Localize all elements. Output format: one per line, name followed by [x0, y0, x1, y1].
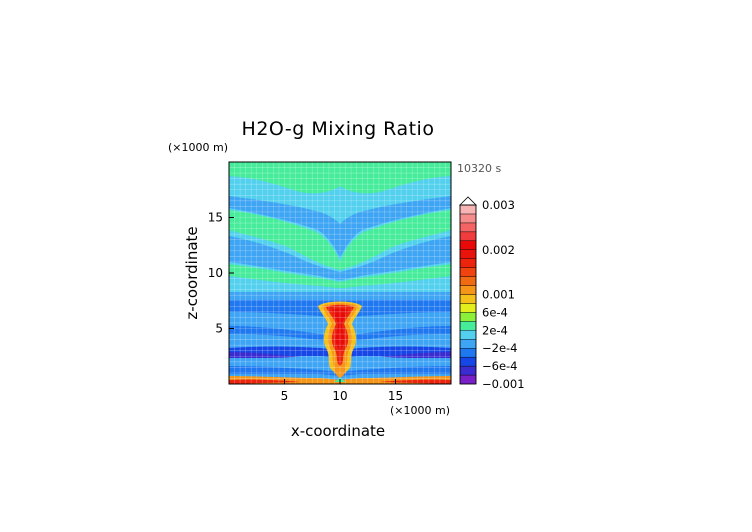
surface-layer-red-right [380, 379, 451, 384]
colorbar-label: 2e-4 [482, 323, 508, 337]
y-tick-label: 15 [208, 211, 223, 225]
colorbar: 0.003 0.002 0.001 6e-4 2e-4 −2e-4 −6e-4 −0.001 [459, 196, 525, 391]
colorbar-swatch [459, 276, 477, 286]
colorbar-swatch [459, 285, 477, 295]
lower-band-4 [229, 366, 451, 376]
colorbar-swatch [459, 231, 477, 242]
colorbar-swatch [459, 356, 477, 367]
y-tick-label: 10 [208, 266, 223, 280]
y-ticks: 5 10 15 [208, 211, 234, 336]
colorbar-swatch [459, 222, 477, 233]
colorbar-swatch [459, 240, 477, 250]
colorbar-top-arrow [459, 196, 477, 206]
colorbar-swatch [459, 365, 477, 376]
colorbar-label: −6e-4 [482, 359, 518, 373]
band-mid-blue [229, 236, 451, 280]
column-core [332, 308, 348, 352]
colorbar-frame [459, 204, 477, 385]
x-unit-label: (×1000 m) [390, 404, 450, 417]
x-ticks: 5 10 15 [281, 379, 403, 403]
colorbar-swatch [459, 258, 477, 268]
colorbar-swatch [459, 348, 477, 358]
chart-title: H2O-g Mixing Ratio [242, 118, 435, 140]
colorbar-swatch [459, 321, 477, 331]
colorbar-swatch [459, 267, 477, 277]
field-plot [229, 162, 451, 384]
colorbar-swatch [459, 294, 477, 304]
lower-band-3-dark-right [380, 352, 451, 358]
colorbar-label: 0.001 [482, 288, 515, 302]
colorbar-swatch [459, 213, 477, 224]
band-upper-blue [229, 196, 451, 258]
gridlines [229, 162, 451, 384]
y-axis-label: z-coordinate [183, 226, 201, 319]
y-tick-label: 5 [215, 322, 223, 336]
lower-band-3-dark-left [229, 352, 300, 358]
x-axis-label: x-coordinate [291, 422, 385, 440]
colorbar-label: −2e-4 [482, 341, 518, 355]
colorbar-swatch [459, 249, 477, 259]
surface-layer-red-left [229, 379, 300, 384]
band-top-green [229, 162, 451, 194]
x-tick-label: 15 [388, 389, 403, 403]
colorbar-swatch [459, 204, 477, 215]
band-lower-green [229, 264, 451, 288]
colorbar-label: 0.002 [482, 243, 515, 257]
colorbar-swatch [459, 339, 477, 349]
colorbar-swatch [459, 330, 477, 340]
colorbar-label: −0.001 [482, 377, 525, 391]
x-tick-label: 5 [281, 389, 289, 403]
lower-band-2 [229, 326, 451, 342]
colorbar-swatch [459, 374, 477, 385]
column-base [334, 366, 346, 378]
colorbar-swatch [459, 312, 477, 322]
time-label: 10320 s [457, 162, 501, 175]
colorbar-swatch [459, 303, 477, 313]
band-middle-green [229, 210, 451, 270]
x-tick-label: 10 [332, 389, 347, 403]
colorbar-label: 6e-4 [482, 305, 508, 319]
colorbar-label: 0.003 [482, 198, 515, 212]
y-unit-label: (×1000 m) [168, 141, 228, 154]
